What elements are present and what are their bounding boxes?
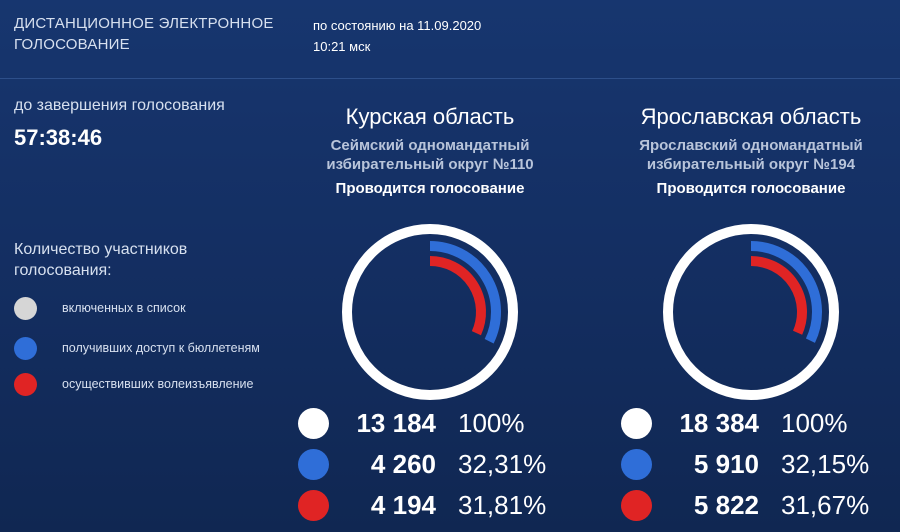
stat-percent: 31,81% <box>458 489 547 520</box>
region-district: Ярославский одномандатный избирательный … <box>601 136 900 174</box>
legend-title-line2: голосования: <box>14 262 112 279</box>
stat-percent: 32,31% <box>458 448 547 479</box>
legend-label-access: получивших доступ к бюллетеням <box>62 341 260 355</box>
region-district-line1: Ярославский одномандатный <box>639 137 863 154</box>
stat-percent: 32,15% <box>781 448 870 479</box>
stat-dot-red <box>621 489 652 521</box>
stat-row-voted: 4 194 31,81% <box>298 486 546 524</box>
stat-percent: 100% <box>458 407 525 438</box>
legend-label-voted: осуществивших волеизъявление <box>62 377 254 391</box>
donut-arc-voted <box>750 256 807 335</box>
countdown-label: до завершения голосования <box>14 97 225 114</box>
stat-dot-red <box>298 489 329 521</box>
stat-count: 5 822 <box>693 489 759 520</box>
region-district-line2: избирательный округ №194 <box>646 156 856 173</box>
region-kursk-header: Курская область Сеймский одномандатный и… <box>280 103 580 198</box>
donut-arc-access <box>429 241 501 344</box>
region-name: Курская область <box>345 104 515 129</box>
region-district: Сеймский одномандатный избирательный окр… <box>280 136 580 174</box>
stat-count: 5 910 <box>693 448 759 479</box>
region-district-line2: избирательный округ №110 <box>326 156 534 173</box>
legend-title: Количество участников голосования: <box>14 239 187 281</box>
donut-ring-listed <box>663 224 839 400</box>
legend-item-listed: включенных в список <box>14 295 186 321</box>
stat-count: 4 194 <box>370 489 436 520</box>
region-yaroslavl-header: Ярославская область Ярославский одноманд… <box>601 103 900 198</box>
stat-count: 4 260 <box>370 448 436 479</box>
turnout-donut-kursk <box>342 224 518 400</box>
page-title: ДИСТАНЦИОННОЕ ЭЛЕКТРОННОЕ ГОЛОСОВАНИЕ <box>14 13 274 55</box>
legend-dot-blue <box>14 336 37 360</box>
stat-row-access: 5 910 32,15% <box>621 445 869 483</box>
page-title-line2: ГОЛОСОВАНИЕ <box>14 36 130 53</box>
turnout-donut-yaroslavl <box>663 224 839 400</box>
countdown-timer: 57:38:46 <box>14 125 103 150</box>
stat-count: 18 384 <box>679 407 759 438</box>
stat-row-listed: 13 184 100% <box>298 404 525 442</box>
stat-dot-white <box>298 407 329 439</box>
stat-count: 13 184 <box>356 407 436 438</box>
stat-dot-blue <box>298 448 329 480</box>
region-status: Проводится голосование <box>656 180 846 197</box>
stat-row-access: 4 260 32,31% <box>298 445 546 483</box>
legend-item-voted: осуществивших волеизъявление <box>14 371 253 397</box>
donut-arc-voted <box>429 256 486 336</box>
donut-ring-listed <box>342 224 518 400</box>
header-bar: ДИСТАНЦИОННОЕ ЭЛЕКТРОННОЕ ГОЛОСОВАНИЕ по… <box>0 0 900 79</box>
legend-title-line1: Количество участников <box>14 241 188 258</box>
stat-row-voted: 5 822 31,67% <box>621 486 869 524</box>
legend-label-listed: включенных в список <box>62 301 186 315</box>
stat-row-listed: 18 384 100% <box>621 404 848 442</box>
status-time: 10:21 мск <box>313 39 371 54</box>
status-date: по состоянию на 11.09.2020 <box>313 18 482 33</box>
stat-dot-blue <box>621 448 652 480</box>
stat-dot-white <box>621 407 652 439</box>
legend-item-access: получивших доступ к бюллетеням <box>14 335 260 361</box>
legend-dot-gray <box>14 296 37 320</box>
legend-dot-red <box>14 372 37 396</box>
status-timestamp: по состоянию на 11.09.2020 10:21 мск <box>313 15 481 57</box>
stat-percent: 31,67% <box>781 489 870 520</box>
page-title-line1: ДИСТАНЦИОННОЕ ЭЛЕКТРОННОЕ <box>14 15 274 32</box>
region-district-line1: Сеймский одномандатный <box>330 137 530 154</box>
stat-percent: 100% <box>781 407 848 438</box>
region-status: Проводится голосование <box>335 180 525 197</box>
region-name: Ярославская область <box>640 104 862 129</box>
donut-arc-access <box>750 241 822 343</box>
